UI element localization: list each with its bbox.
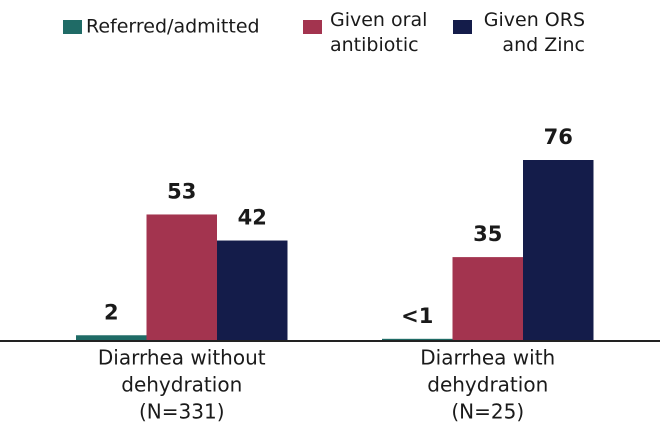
bar <box>76 335 147 340</box>
bar <box>452 257 523 340</box>
x-tick-label: (N=331) <box>139 400 225 424</box>
value-label: <1 <box>401 304 433 328</box>
x-tick-label: Diarrhea with <box>420 346 555 370</box>
legend-swatch <box>303 20 322 34</box>
legend-swatch <box>453 20 472 34</box>
x-tick-label: (N=25) <box>451 400 524 424</box>
bar <box>146 214 217 340</box>
legend-swatch <box>63 20 82 34</box>
value-label: 53 <box>167 179 196 203</box>
bar <box>382 338 453 340</box>
bar <box>523 160 594 340</box>
value-label: 35 <box>473 222 502 246</box>
x-tick-label: Diarrhea without <box>98 346 266 370</box>
value-label: 42 <box>238 206 267 230</box>
x-tick-label: dehydration <box>427 373 548 397</box>
value-label: 2 <box>104 300 119 324</box>
legend-label: Given oral antibiotic <box>330 9 427 56</box>
bar <box>217 240 288 340</box>
legend-label: Referred/admitted <box>86 16 260 38</box>
value-label: 76 <box>544 125 573 149</box>
legend-label: Given ORS and Zinc <box>484 9 585 56</box>
x-tick-label: dehydration <box>121 373 242 397</box>
